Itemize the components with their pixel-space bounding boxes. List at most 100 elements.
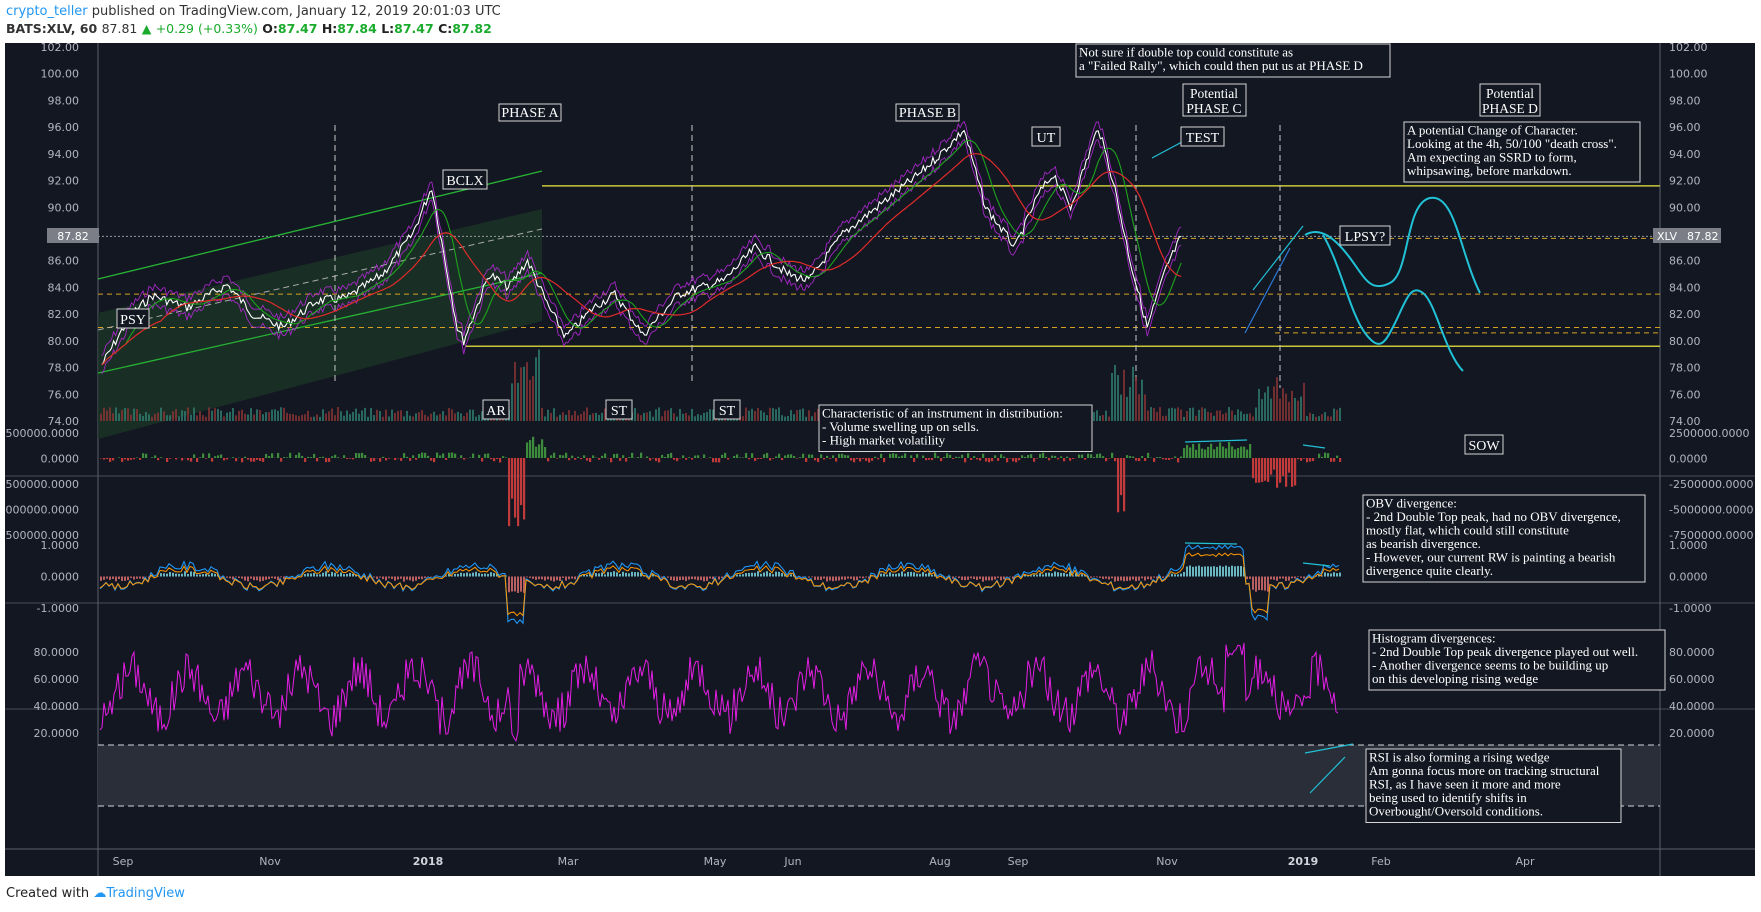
histogram-bar [1033, 574, 1035, 577]
obv-bar [166, 458, 169, 463]
price-tick-label: 100.00 [41, 68, 80, 81]
author-link[interactable]: crypto_teller [6, 4, 88, 19]
histogram-bar [1216, 567, 1218, 577]
histogram-bar [862, 576, 864, 579]
volume-bar [1144, 394, 1146, 421]
obv-bar [817, 458, 820, 463]
histogram-bar [784, 574, 786, 577]
volume-bar [667, 410, 669, 421]
obv-bar [835, 458, 838, 462]
volume-bar [481, 411, 483, 421]
volume-bar [223, 416, 225, 421]
volume-bar [790, 410, 792, 421]
histogram-bar [349, 573, 351, 577]
volume-bar [538, 349, 540, 421]
volume-bar [247, 414, 249, 421]
volume-bar [253, 414, 255, 421]
volume-bar [1255, 407, 1257, 421]
volume-bar [142, 415, 144, 421]
obv-bar [895, 453, 898, 458]
volume-bar [655, 409, 657, 421]
volume-bar [202, 415, 204, 421]
volume-bar [1195, 415, 1197, 421]
channel-shading [98, 209, 542, 439]
volume-bar [1162, 416, 1164, 421]
obv-bar [514, 458, 517, 518]
obv-bar [1084, 458, 1087, 460]
footer-prefix: Created with [6, 886, 90, 901]
obv-bar [649, 458, 652, 461]
volume-bar [412, 416, 414, 421]
volume-bar [310, 416, 312, 421]
volume-bar [145, 411, 147, 421]
volume-bar [340, 411, 342, 421]
histogram-bar [1207, 566, 1209, 577]
histogram-bar [1213, 566, 1215, 577]
obv-bar [553, 452, 556, 458]
volume-bar [160, 407, 162, 421]
volume-bar [1180, 409, 1182, 421]
histogram-bar [1231, 565, 1233, 577]
obv-bar [862, 458, 865, 459]
histogram-bar [391, 576, 393, 579]
volume-bar [196, 415, 198, 421]
obv-bar [193, 454, 196, 458]
note-choch-line: A potential Change of Character. [1407, 123, 1578, 138]
volume-bar [277, 410, 279, 421]
histogram-bar [1204, 566, 1206, 577]
obv-bar [538, 444, 541, 458]
obv-bar [358, 453, 361, 458]
histogram-bar [1189, 565, 1191, 577]
left-price-scale[interactable]: 102.00100.0098.0096.0094.0092.0090.0088.… [41, 43, 80, 428]
obv-bar [1333, 458, 1336, 462]
right-price-scale[interactable]: 102.00100.0098.0096.0094.0092.0090.0088.… [1669, 43, 1708, 428]
channel-mid [97, 228, 543, 331]
histogram-bar [910, 571, 912, 577]
histogram-bar [1072, 575, 1074, 577]
obv-bar [802, 453, 805, 458]
histogram-bar [1120, 576, 1122, 581]
histogram-bar [595, 573, 597, 577]
histogram-bar [1123, 576, 1125, 582]
rsi-scale[interactable]: 80.0000 80.0000 60.0000 60.0000 40.0000 40.00… [34, 646, 1715, 740]
volume-bar [1123, 369, 1125, 421]
obv-bar [976, 458, 979, 460]
note-obv-line: - 2nd Double Top peak, had no OBV diverg… [1366, 509, 1621, 524]
obv-bar [1327, 453, 1330, 458]
volume-bar [1246, 413, 1248, 421]
obv-bar [868, 458, 871, 463]
price-tick-label: 74.00 [48, 415, 80, 428]
histogram-bar [1327, 573, 1329, 577]
histogram-bar [124, 576, 126, 581]
obv-bar [1132, 456, 1135, 458]
histogram-bar [184, 571, 186, 577]
note-obv-line: divergence quite clearly. [1366, 563, 1493, 578]
time-axis[interactable]: Sep Nov 2018 Mar May Jun Aug Sep Nov 2019 Feb Apr [113, 855, 1535, 868]
obv-bar [451, 452, 454, 458]
volume-bar [1183, 416, 1185, 421]
obv-bar [1126, 455, 1129, 458]
obv-bar [157, 458, 160, 461]
obv-scale[interactable]: 2500000.0000 2500000.0000 0.0000 0.0000 -250… [5, 427, 1753, 542]
obv-bar [1021, 455, 1024, 458]
obv-bar [685, 458, 688, 460]
chart-canvas[interactable]: 102.00100.0098.0096.0094.0092.0090.0088.… [5, 43, 1755, 876]
obv-bar [1045, 456, 1048, 458]
histogram-bar [811, 576, 813, 578]
histogram-bar [1045, 572, 1047, 577]
histogram-scale[interactable]: 1.0000 1.0000 0.0000 0.0000 -1.0000 -1.0000 [37, 539, 1712, 615]
obv-bar [934, 452, 937, 458]
obv-tick-label: 0.0000 [41, 453, 80, 466]
obv-bar [169, 458, 172, 459]
obv-tick-label: 2500000.0000 [5, 427, 79, 440]
histogram-bar [883, 573, 885, 577]
obv-bar [484, 453, 487, 458]
obv-bar [712, 458, 715, 463]
volume-bar [562, 412, 564, 421]
histogram-bar [1291, 576, 1293, 579]
footer-brand[interactable]: TradingView [106, 886, 185, 901]
obv-bar [580, 458, 583, 460]
obv-bar [1279, 458, 1282, 483]
histogram-bar [898, 573, 900, 577]
volume-bar [751, 408, 753, 421]
